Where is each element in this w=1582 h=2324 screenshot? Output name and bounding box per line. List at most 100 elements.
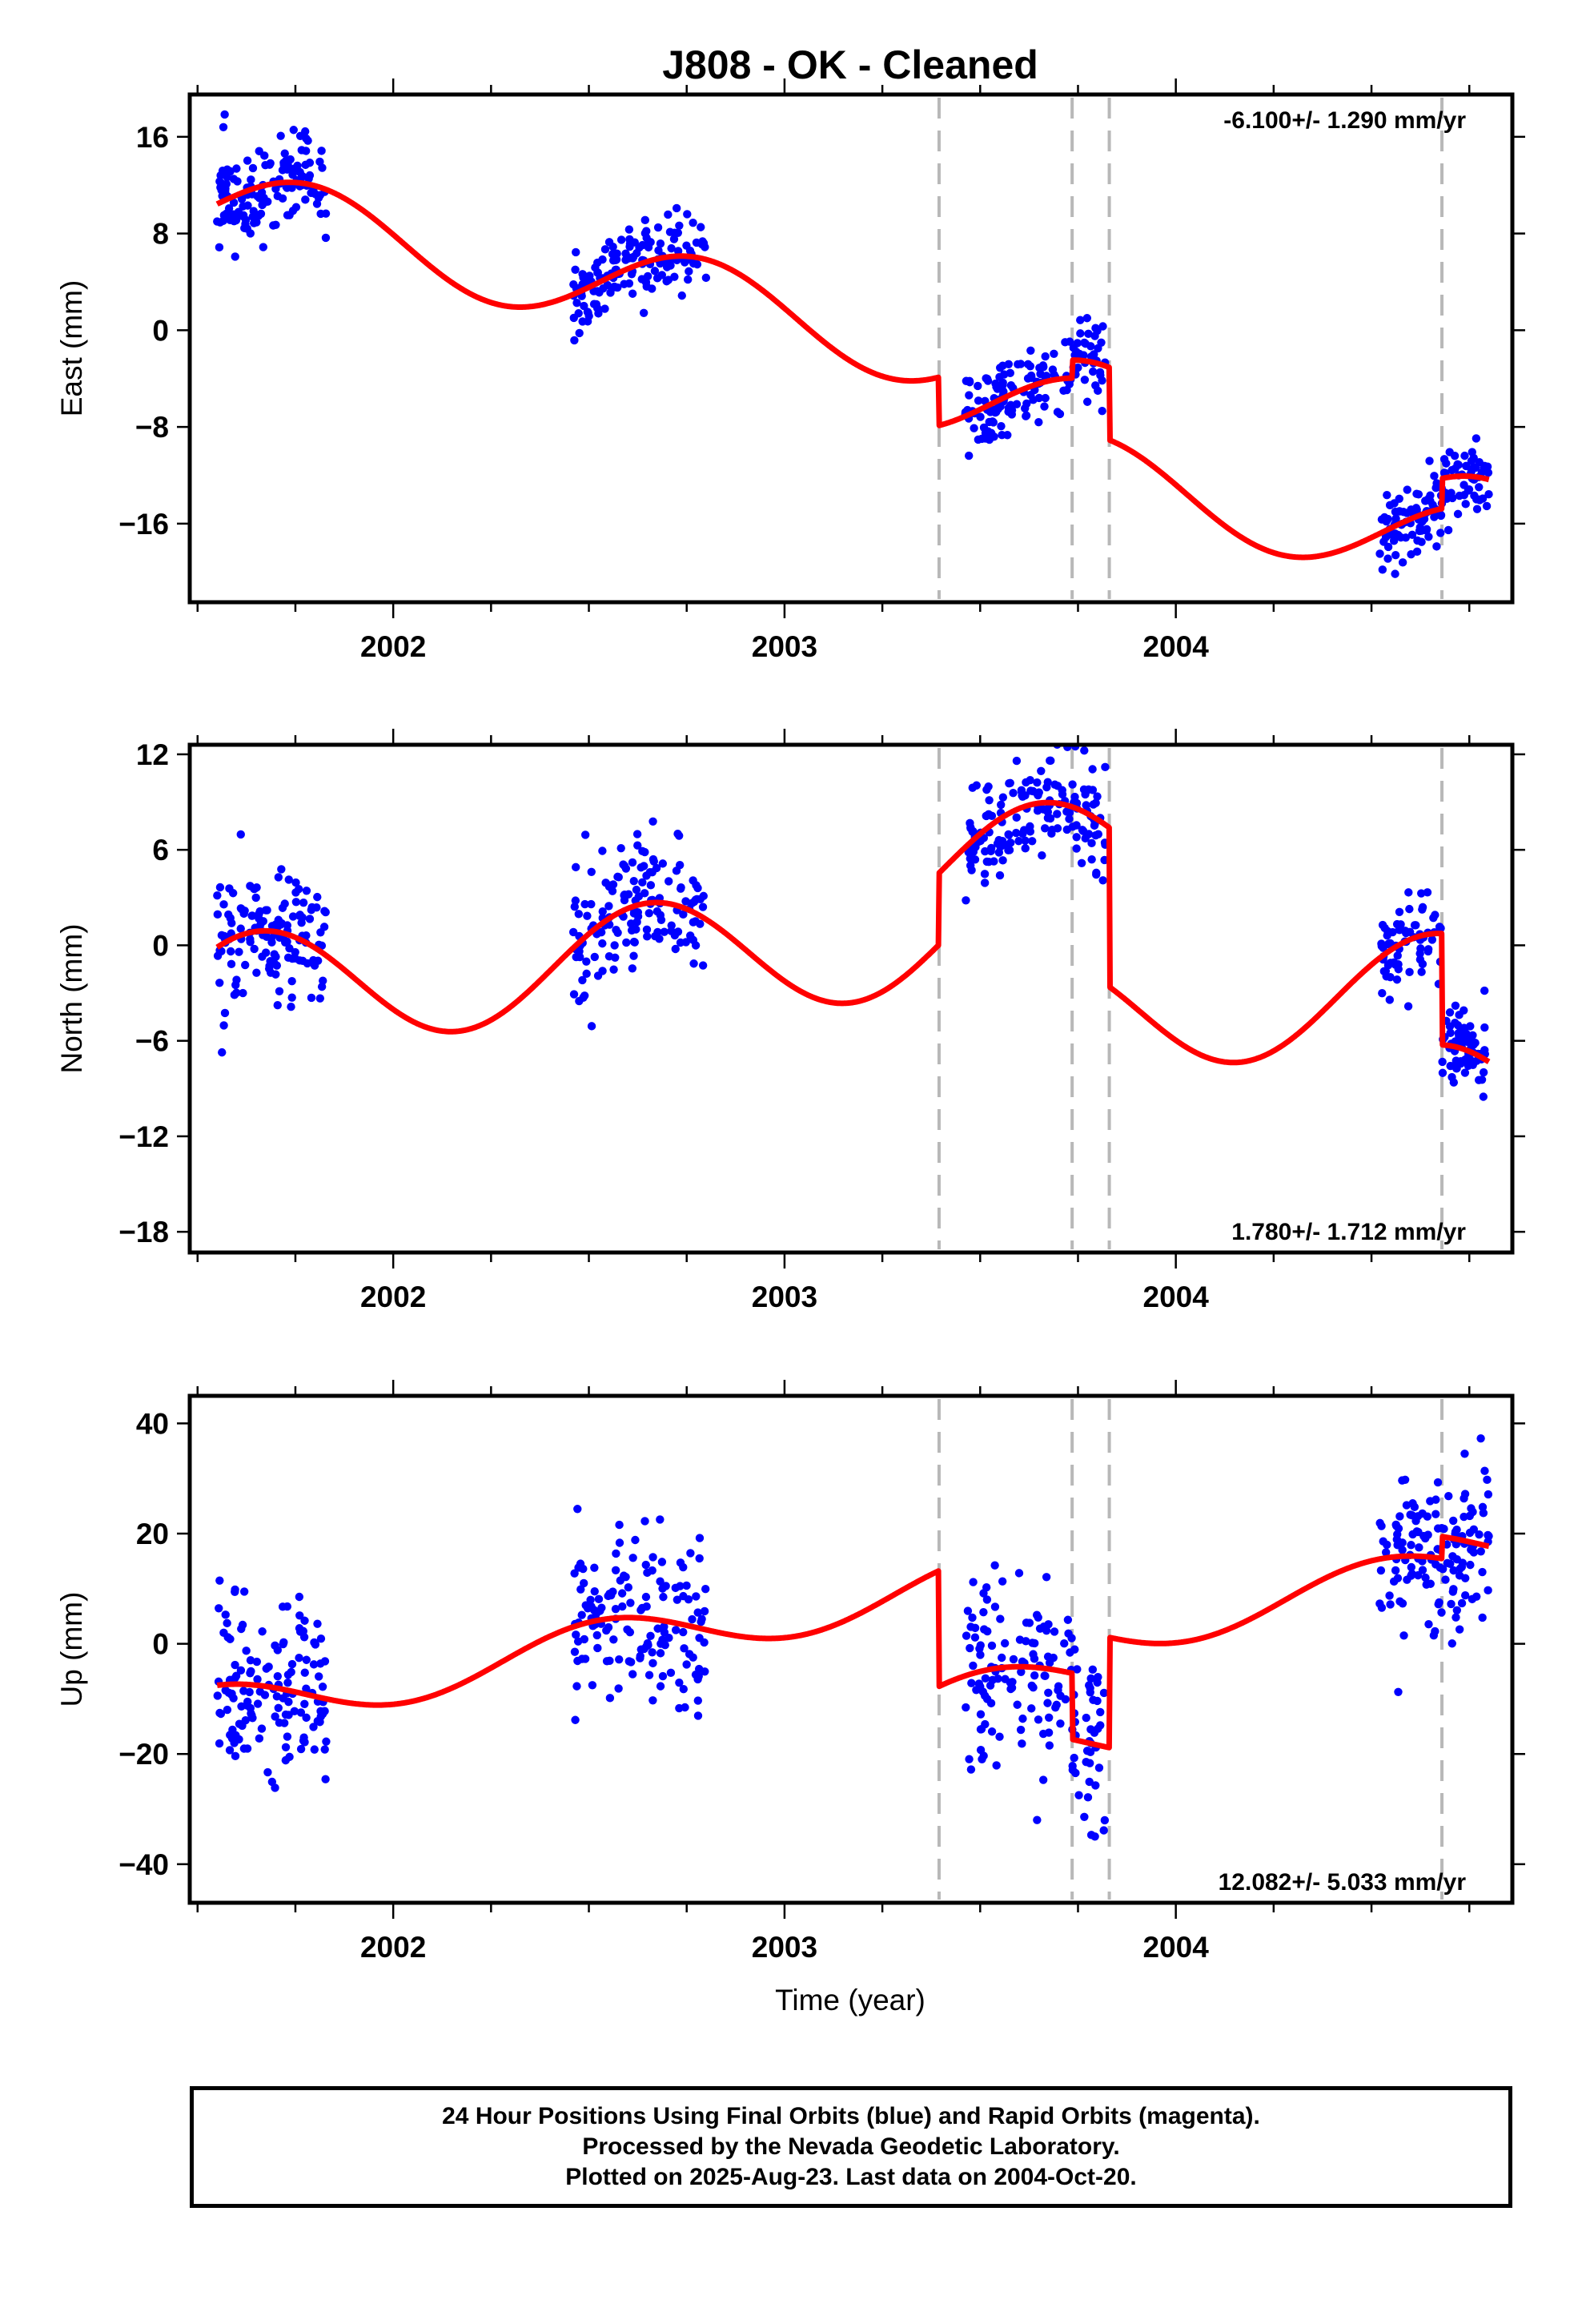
data-point	[600, 245, 610, 254]
data-point	[252, 883, 261, 892]
data-point	[968, 1613, 977, 1622]
data-point	[1058, 736, 1066, 744]
data-point	[644, 909, 653, 918]
data-point	[592, 300, 601, 309]
data-point	[1424, 533, 1433, 541]
data-point	[287, 1003, 295, 1011]
data-point	[284, 875, 293, 884]
data-point	[673, 228, 683, 237]
data-point	[628, 289, 637, 298]
data-point	[570, 903, 579, 911]
data-point	[224, 910, 233, 919]
east-panel: 16 8 0 −8 −16 2002 2003 2004 East (mm) -6.100+/- …	[55, 78, 1525, 663]
data-point	[215, 946, 224, 955]
data-point	[289, 126, 298, 135]
data-point	[1484, 1586, 1492, 1595]
data-point	[693, 1711, 703, 1720]
data-point	[1090, 350, 1098, 359]
data-point	[612, 255, 621, 264]
data-point	[586, 1595, 595, 1605]
data-point	[1391, 1566, 1400, 1575]
data-point	[630, 938, 640, 947]
data-point	[309, 1723, 318, 1731]
data-point	[677, 291, 686, 300]
data-point	[641, 1560, 650, 1570]
data-point	[1446, 1028, 1455, 1038]
data-point	[1455, 1011, 1464, 1019]
data-point	[231, 980, 240, 990]
data-point	[578, 975, 587, 985]
data-point	[648, 854, 658, 864]
data-point	[247, 175, 255, 184]
y-tick-label: 6	[152, 834, 169, 866]
data-point	[1427, 935, 1437, 944]
data-point	[1424, 1619, 1433, 1629]
y-axis-label: North (mm)	[55, 923, 88, 1073]
data-point	[219, 931, 229, 941]
data-point	[238, 1721, 247, 1731]
data-point	[697, 223, 705, 231]
data-point	[583, 911, 592, 920]
data-point	[1405, 904, 1414, 914]
data-point	[700, 1606, 709, 1616]
data-point	[315, 994, 325, 1003]
data-point	[1042, 782, 1051, 792]
data-point	[1038, 1729, 1048, 1739]
data-point	[1388, 927, 1397, 937]
data-point	[223, 1618, 231, 1628]
data-point	[997, 421, 1006, 431]
data-point	[698, 237, 707, 246]
data-point	[255, 147, 263, 155]
data-point	[1460, 451, 1469, 460]
data-point	[624, 890, 633, 899]
data-point	[231, 1585, 239, 1594]
data-point	[283, 953, 293, 963]
data-point	[1080, 338, 1089, 348]
data-point	[305, 915, 315, 923]
data-point	[689, 876, 697, 885]
data-point	[1069, 344, 1078, 352]
data-point	[650, 267, 660, 275]
data-point	[1040, 402, 1049, 411]
data-point	[974, 1679, 984, 1688]
data-point	[1083, 1793, 1093, 1802]
data-point	[1426, 1579, 1435, 1588]
data-point	[1091, 381, 1100, 390]
data-point	[658, 1584, 667, 1593]
data-point	[1376, 1566, 1386, 1575]
data-point	[600, 304, 609, 313]
data-point	[1461, 500, 1470, 509]
data-point	[570, 1569, 579, 1578]
data-point	[998, 387, 1008, 396]
data-point	[640, 889, 649, 898]
data-point	[1041, 393, 1050, 403]
data-point	[976, 1641, 985, 1650]
data-point	[287, 977, 296, 986]
data-point	[629, 909, 639, 918]
data-point	[1466, 1560, 1475, 1570]
data-point	[582, 957, 591, 966]
data-point	[1038, 1775, 1048, 1784]
data-point	[1012, 756, 1022, 766]
data-point	[1098, 407, 1106, 416]
data-point	[1430, 472, 1439, 480]
data-point	[1415, 523, 1424, 532]
data-point	[1448, 1587, 1458, 1596]
panel-frame	[187, 1393, 1515, 1905]
data-point	[1034, 1613, 1042, 1622]
data-point	[626, 1658, 636, 1667]
velocity-rate-label: 12.082+/- 5.033 mm/yr	[1219, 1869, 1467, 1896]
data-point	[220, 1008, 230, 1018]
data-point	[998, 1653, 1006, 1663]
data-point	[1423, 1530, 1432, 1539]
data-point	[1038, 851, 1046, 860]
data-point	[695, 1554, 704, 1563]
data-point	[974, 396, 983, 405]
data-point	[990, 1561, 999, 1570]
data-point	[979, 423, 989, 432]
data-point	[229, 1694, 238, 1703]
data-point	[1401, 928, 1411, 938]
data-point	[579, 1578, 588, 1588]
data-point	[1423, 945, 1433, 954]
data-point	[255, 1734, 264, 1743]
